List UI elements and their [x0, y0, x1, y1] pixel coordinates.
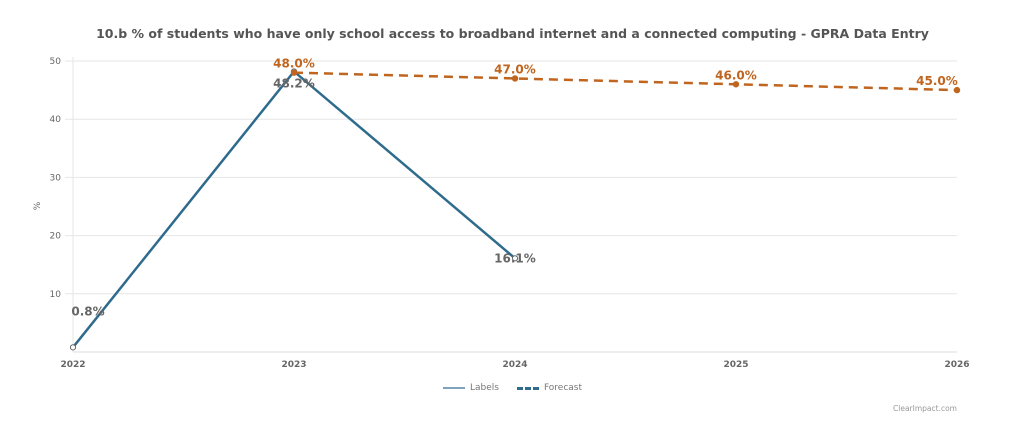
chart-title: 10.b % of students who have only school …: [96, 26, 929, 41]
data-labels: 0.8% 48.2% 16.1% 48.0% 47.0% 46.0% 45.0%: [71, 57, 957, 319]
y-tick-label: 10: [50, 290, 62, 300]
data-point: [732, 81, 740, 88]
y-tick-label: 50: [50, 57, 62, 67]
data-point: [511, 75, 519, 82]
data-label: 47.0%: [494, 62, 536, 76]
x-tick-label: 2025: [723, 360, 748, 370]
legend-label: Labels: [469, 383, 499, 393]
legend-swatch-dashed-icon: [516, 386, 539, 390]
data-label: 48.0%: [273, 57, 315, 71]
data-label: 46.0%: [715, 68, 757, 82]
data-label: 0.8%: [71, 304, 104, 318]
data-label: 48.2%: [273, 76, 315, 90]
x-tick-label: 2024: [502, 360, 527, 370]
legend-label: Forecast: [543, 383, 583, 393]
x-tick-label: 2026: [944, 360, 969, 370]
series-line-labels: [72, 69, 516, 349]
legend-item-labels[interactable]: Labels: [442, 383, 499, 393]
y-axis-label: %: [33, 201, 43, 210]
y-tick-label: 40: [50, 115, 62, 125]
credits-link[interactable]: ClearImpact.com: [893, 404, 957, 413]
data-label: 45.0%: [916, 74, 958, 88]
data-point: [511, 255, 519, 262]
y-tick-label: 20: [50, 232, 62, 242]
x-tick-label: 2023: [281, 360, 306, 370]
legend-swatch-solid-icon: [442, 387, 465, 389]
gridlines: [65, 57, 957, 353]
legend-item-forecast[interactable]: Forecast: [516, 383, 583, 393]
x-tick-label: 2022: [60, 360, 85, 370]
legend: Labels Forecast: [0, 383, 1025, 393]
series: [69, 68, 961, 351]
data-point: [69, 344, 77, 351]
data-point: [290, 69, 298, 76]
series-line-forecast: [293, 71, 958, 92]
data-label: 16.1%: [494, 251, 536, 265]
x-axis-ticks: 2022 2023 2024 2025 2026: [60, 360, 969, 370]
data-point: [953, 86, 961, 94]
y-axis-ticks: 10 20 30 40 50: [50, 57, 62, 300]
y-tick-label: 30: [50, 173, 62, 183]
